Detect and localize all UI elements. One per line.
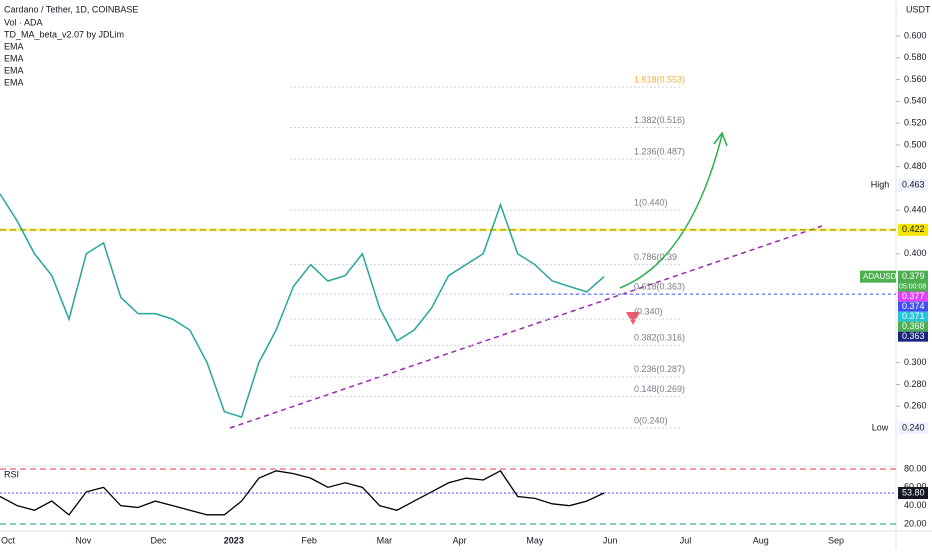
ema-tag-label: 0.363 [902, 331, 925, 341]
fib-label: 1.382(0.516) [634, 115, 685, 125]
fib-label: 0.236(0.287) [634, 364, 685, 374]
rsi-tick-label: 80.00 [904, 463, 927, 473]
y-tick-label: 0.440 [904, 205, 927, 215]
y-tick-label: 0.300 [904, 357, 927, 367]
high-tag-label: 0.463 [902, 180, 925, 190]
y-tick-label: 0.260 [904, 401, 927, 411]
resistance-tag [898, 223, 928, 236]
x-tick-label: Apr [453, 535, 467, 545]
resistance-tag-label: 0.422 [902, 224, 925, 234]
rsi-tag [898, 487, 928, 500]
currency: USDT [906, 4, 931, 14]
high-tag [898, 179, 928, 192]
ema-tag [898, 311, 928, 322]
y-tick-label: 0.560 [904, 74, 927, 84]
ema-tag [898, 301, 928, 312]
fib-label: 0(0.240) [634, 415, 668, 425]
ema-tag [898, 291, 928, 302]
price-tag-name-bg [860, 270, 896, 283]
x-tick-label: 2023 [224, 535, 244, 545]
countdown: 05:00:08 [899, 283, 926, 290]
price-line [0, 193, 605, 419]
fib-label: 1.618(0.553) [634, 75, 685, 85]
rsi-line [0, 469, 605, 516]
ema-tag [898, 331, 928, 342]
x-tick-label: Oct [1, 535, 16, 545]
x-tick-label: Jul [680, 535, 692, 545]
low-name: Low [872, 422, 889, 432]
ema-tag-label: 0.377 [902, 291, 925, 301]
legend-line: TD_MA_beta_v2.07 by JDLim [4, 29, 124, 39]
x-tick-label: Aug [753, 535, 769, 545]
legend-line: EMA [4, 77, 24, 87]
low-tag [898, 422, 928, 434]
price-tag-label: 0.379 [902, 271, 925, 281]
high-name: High [871, 180, 890, 190]
fib-label: 1.236(0.487) [634, 146, 685, 156]
fib-label: 0.382(0.316) [634, 333, 685, 343]
legend-line: EMA [4, 53, 24, 63]
fib-label: 1(0.440) [634, 198, 668, 208]
low-tag-label: 0.240 [902, 422, 925, 432]
y-tick-label: 0.480 [904, 161, 927, 171]
legend-line: Vol · ADA [4, 17, 43, 27]
fib-label: 0.786(0.39 [634, 252, 677, 262]
arrow-head [713, 131, 728, 147]
x-tick-label: May [526, 535, 544, 545]
rsi-title: RSI [4, 469, 19, 479]
legend-line: EMA [4, 41, 24, 51]
price-tag [898, 270, 928, 293]
rsi-tag-label: 53.80 [902, 487, 925, 497]
projection-arrow [619, 134, 723, 289]
x-tick-label: Dec [151, 535, 168, 545]
y-tick-label: 0.400 [904, 248, 927, 258]
y-tick-label: 0.500 [904, 139, 927, 149]
x-tick-label: Jun [603, 535, 618, 545]
x-tick-label: Sep [828, 535, 844, 545]
rsi-tick-label: 40.00 [904, 500, 927, 510]
y-tick-label: 0.540 [904, 96, 927, 106]
fib-label: 0.618(0.363) [634, 281, 685, 291]
ema-tag [898, 321, 928, 332]
ema-tag-label: 0.368 [902, 321, 925, 331]
down-triangle [626, 312, 640, 325]
y-tick-label: 0.580 [904, 52, 927, 62]
x-tick-label: Feb [301, 535, 317, 545]
price-tag-name: ADAUSDT [863, 272, 901, 281]
y-tick-label: 0.280 [904, 379, 927, 389]
fib-label: 0.148(0.269) [634, 384, 685, 394]
fib-label: (0.340) [634, 306, 663, 316]
ema-tag-label: 0.371 [902, 311, 925, 321]
chart-title: Cardano / Tether, 1D, COINBASE [4, 4, 138, 14]
rsi-tick-label: 20.00 [904, 518, 927, 528]
ema-tag-label: 0.374 [902, 301, 925, 311]
rsi-tick-label: 60.00 [904, 482, 927, 492]
y-tick-label: 0.600 [904, 30, 927, 40]
x-tick-label: Mar [377, 535, 393, 545]
y-tick-label: 0.520 [904, 117, 927, 127]
x-tick-label: Nov [75, 535, 92, 545]
legend-line: EMA [4, 65, 24, 75]
